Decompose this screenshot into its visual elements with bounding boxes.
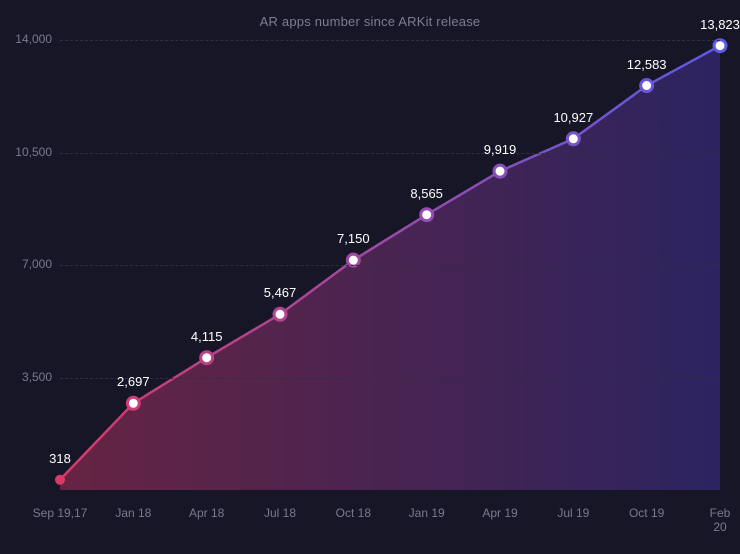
y-gridline xyxy=(60,265,720,266)
x-axis-label: Jan 18 xyxy=(115,506,151,520)
chart-container: AR apps number since ARKit release 3,500… xyxy=(0,0,740,554)
y-axis-label: 10,500 xyxy=(2,145,52,159)
data-point-label: 10,927 xyxy=(553,110,593,125)
data-point-label: 13,823 xyxy=(700,17,740,32)
data-point-marker xyxy=(641,80,653,92)
y-axis-label: 7,000 xyxy=(2,257,52,271)
x-axis-label: Oct 19 xyxy=(629,506,664,520)
data-point-marker xyxy=(201,352,213,364)
data-point-label: 318 xyxy=(49,451,71,466)
area-fill xyxy=(60,46,720,490)
data-point-label: 12,583 xyxy=(627,57,667,72)
data-point-label: 8,565 xyxy=(410,186,443,201)
x-axis-label: Jul 19 xyxy=(557,506,589,520)
x-axis-label: Oct 18 xyxy=(336,506,371,520)
x-axis-label: Sep 19,17 xyxy=(33,506,88,520)
y-gridline xyxy=(60,378,720,379)
data-point-marker xyxy=(567,133,579,145)
y-axis-label: 14,000 xyxy=(2,32,52,46)
x-axis-label: Jan 19 xyxy=(409,506,445,520)
y-gridline xyxy=(60,40,720,41)
data-point-marker xyxy=(494,165,506,177)
y-axis-label: 3,500 xyxy=(2,370,52,384)
data-point-label: 7,150 xyxy=(337,231,370,246)
data-point-label: 9,919 xyxy=(484,142,517,157)
data-point-marker xyxy=(274,308,286,320)
data-point-marker xyxy=(714,40,726,52)
x-axis-label: Apr 19 xyxy=(482,506,517,520)
x-axis-label: Apr 18 xyxy=(189,506,224,520)
data-point-marker xyxy=(421,209,433,221)
chart-title: AR apps number since ARKit release xyxy=(0,14,740,29)
data-point-label: 4,115 xyxy=(191,329,223,344)
data-point-label: 2,697 xyxy=(117,374,150,389)
data-point-label: 5,467 xyxy=(264,285,297,300)
data-point-marker xyxy=(55,475,65,485)
data-point-marker xyxy=(127,397,139,409)
y-gridline xyxy=(60,153,720,154)
x-axis-label: Feb 20 xyxy=(710,506,731,534)
x-axis-label: Jul 18 xyxy=(264,506,296,520)
